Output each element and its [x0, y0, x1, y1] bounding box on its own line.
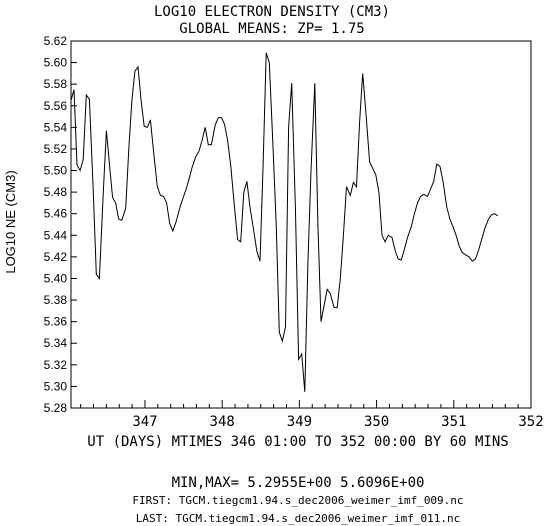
series-line	[70, 52, 499, 392]
chart-subtitle: GLOBAL MEANS: ZP= 1.75	[179, 21, 364, 37]
x-tick-label: 350	[364, 414, 389, 430]
chart-title: LOG10 ELECTRON DENSITY (CM3)	[154, 4, 390, 20]
y-tick-label: 5.50	[44, 164, 68, 178]
y-axis-label: LOG10 NE (CM3)	[3, 170, 18, 273]
last-file-text: LAST: TGCM.tiegcm1.94.s_dec2006_weimer_i…	[136, 512, 461, 525]
y-tick-label: 5.60	[44, 56, 68, 70]
y-tick-label: 5.28	[44, 401, 68, 415]
y-tick-label: 5.52	[44, 142, 68, 156]
y-tick-label: 5.42	[44, 250, 68, 264]
x-tick-label: 351	[441, 414, 466, 430]
y-tick-label: 5.58	[44, 77, 68, 91]
y-tick-label: 5.34	[44, 336, 68, 350]
y-tick-label: 5.38	[44, 293, 68, 307]
y-tick-label: 5.32	[44, 358, 68, 372]
first-file-text: FIRST: TGCM.tiegcm1.94.s_dec2006_weimer_…	[132, 494, 463, 507]
y-tick-label: 5.46	[44, 207, 68, 221]
y-tick-label: 5.44	[44, 228, 68, 242]
y-tick-label: 5.40	[44, 271, 68, 285]
y-tick-label: 5.48	[44, 185, 68, 199]
y-tick-label: 5.62	[44, 34, 68, 48]
y-axis-ticks: 5.28 5.30 5.32 5.34 5.36 5.38 5.40 5.42 5.44 5.46…	[44, 34, 77, 415]
x-tick-label: 352	[518, 414, 543, 430]
x-tick-label: 347	[132, 414, 157, 430]
minmax-text: MIN,MAX= 5.2955E+00 5.6096E+00	[172, 475, 425, 491]
plot-frame	[70, 40, 532, 409]
x-tick-label: 348	[210, 414, 235, 430]
y-tick-label: 5.56	[44, 99, 68, 113]
x-axis-ticks: 347 348 349 350 351 352	[80, 400, 544, 430]
y-tick-label: 5.54	[44, 120, 68, 134]
x-axis-label: UT (DAYS) MTIMES 346 01:00 TO 352 00:00 …	[87, 434, 508, 450]
y-tick-label: 5.36	[44, 315, 68, 329]
x-tick-label: 349	[287, 414, 312, 430]
y-tick-label: 5.30	[44, 379, 68, 393]
